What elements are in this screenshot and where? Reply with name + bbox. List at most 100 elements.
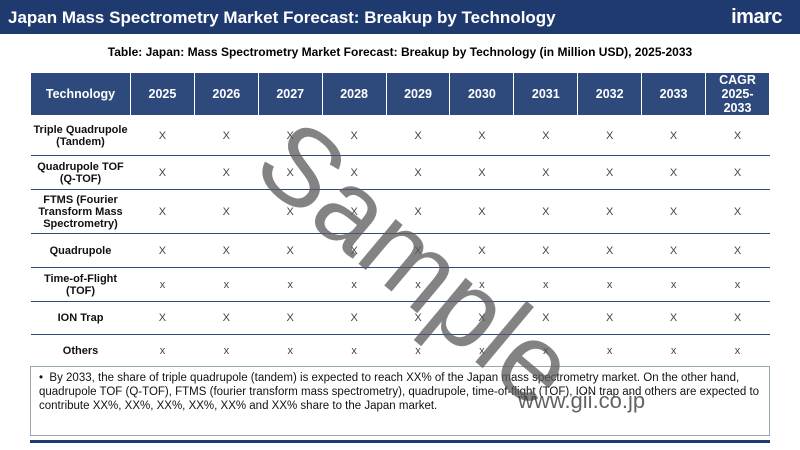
column-header: 2027	[257, 72, 323, 116]
data-table: Technology 2025 2026 2027 2028 2029 2030 2031 20…	[30, 72, 770, 367]
logo: imarc	[731, 6, 782, 28]
table-cell: X	[130, 233, 195, 268]
table-row: FTMS (Fourier Transform Mass Spectrometr…	[30, 189, 770, 234]
table-cell: X	[194, 115, 259, 156]
table-row: Time-of-Flight (TOF) x x x x x x x x x x	[30, 267, 770, 302]
table-cell: x	[258, 267, 323, 302]
table-cell: x	[577, 267, 642, 302]
table-cell: X	[705, 155, 770, 190]
table-cell: X	[705, 115, 770, 156]
column-header: 2030	[449, 72, 515, 116]
table-cell: X	[194, 301, 259, 335]
table-cell: X	[641, 155, 706, 190]
table-row: Others x x x x x x x x x x	[30, 334, 770, 367]
table-cell: X	[194, 189, 259, 234]
table-cell: X	[577, 301, 642, 335]
table-cell: X	[577, 233, 642, 268]
table-cell: X	[130, 301, 195, 335]
column-header: 2029	[385, 72, 451, 116]
table-row: ION Trap X X X X X X X X X X	[30, 301, 770, 335]
column-header: CAGR 2025-2033	[705, 72, 770, 116]
row-label: FTMS (Fourier Transform Mass Spectrometr…	[30, 189, 131, 234]
table-cell: X	[386, 189, 450, 234]
column-header: 2031	[513, 72, 579, 116]
table-cell: X	[449, 189, 514, 234]
table-cell: x	[322, 334, 387, 367]
table-cell: X	[449, 233, 514, 268]
table-cell: x	[449, 334, 514, 367]
table-title: Table: Japan: Mass Spectrometry Market F…	[107, 45, 693, 59]
table-cell: x	[577, 334, 642, 367]
table-cell: X	[386, 301, 450, 335]
header-title: Japan Mass Spectrometry Market Forecast:…	[8, 8, 556, 27]
table-cell: X	[449, 115, 514, 156]
table-cell: x	[130, 334, 195, 367]
table-cell: X	[513, 233, 578, 268]
table-cell: X	[322, 155, 387, 190]
header-bar: Japan Mass Spectrometry Market Forecast:…	[0, 0, 800, 34]
table-cell: X	[258, 155, 323, 190]
row-label: Others	[30, 334, 131, 367]
table-cell: X	[641, 233, 706, 268]
source-watermark: www.gii.co.jp	[518, 388, 646, 413]
table-cell: X	[386, 233, 450, 268]
table-cell: X	[641, 115, 706, 156]
table-cell: x	[705, 267, 770, 302]
column-header: 2026	[193, 72, 259, 116]
column-header: Technology	[30, 72, 131, 116]
table-cell: x	[641, 267, 706, 302]
table-cell: x	[194, 334, 259, 367]
table-cell: X	[641, 301, 706, 335]
table-cell: X	[130, 115, 195, 156]
table-cell: X	[449, 155, 514, 190]
row-label: ION Trap	[30, 301, 131, 335]
table-cell: X	[577, 189, 642, 234]
table-cell: X	[322, 189, 387, 234]
table-cell: x	[705, 334, 770, 367]
table-cell: x	[641, 334, 706, 367]
table-cell: x	[130, 267, 195, 302]
table-cell: X	[194, 155, 259, 190]
row-label: Quadrupole	[30, 233, 131, 268]
table-cell: X	[449, 301, 514, 335]
table-cell: x	[513, 334, 578, 367]
table-cell: x	[258, 334, 323, 367]
table-cell: X	[386, 155, 450, 190]
table-cell: X	[705, 233, 770, 268]
table-cell: X	[577, 155, 642, 190]
table-cell: X	[513, 155, 578, 190]
table-cell: X	[322, 115, 387, 156]
table-cell: X	[513, 301, 578, 335]
table-cell: x	[449, 267, 514, 302]
table-cell: X	[513, 189, 578, 234]
table-cell: X	[705, 301, 770, 335]
table-row: Triple Quadrupole (Tandem) X X X X X X X X X X	[30, 115, 770, 156]
column-header: 2028	[321, 72, 387, 116]
column-header: 2025	[130, 72, 195, 116]
table-cell: X	[322, 233, 387, 268]
table-cell: X	[386, 115, 450, 156]
row-label: Quadrupole TOF (Q-TOF)	[30, 155, 131, 190]
table-cell: X	[130, 189, 195, 234]
table-cell: X	[513, 115, 578, 156]
table-cell: X	[258, 189, 323, 234]
note-box: • By 2033, the share of triple quadrupol…	[30, 366, 770, 436]
table-cell: x	[322, 267, 387, 302]
column-header: 2033	[641, 72, 707, 116]
table-cell: X	[130, 155, 195, 190]
table-cell: X	[577, 115, 642, 156]
table-row: Quadrupole TOF (Q-TOF) X X X X X X X X X X	[30, 155, 770, 190]
table-cell: X	[322, 301, 387, 335]
table-cell: x	[386, 267, 450, 302]
table-cell: x	[386, 334, 450, 367]
table-cell: X	[705, 189, 770, 234]
table-cell: x	[513, 267, 578, 302]
column-header: 2032	[577, 72, 643, 116]
table-row: Quadrupole X X X X X X X X X X	[30, 233, 770, 268]
note-text: By 2033, the share of triple quadrupole …	[39, 372, 760, 412]
table-cell: X	[194, 233, 259, 268]
table-cell: x	[194, 267, 259, 302]
table-cell: X	[258, 115, 323, 156]
row-label: Time-of-Flight (TOF)	[30, 267, 131, 302]
